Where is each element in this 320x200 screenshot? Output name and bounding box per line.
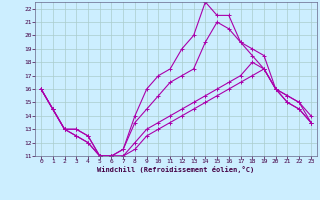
X-axis label: Windchill (Refroidissement éolien,°C): Windchill (Refroidissement éolien,°C) [97,166,255,173]
